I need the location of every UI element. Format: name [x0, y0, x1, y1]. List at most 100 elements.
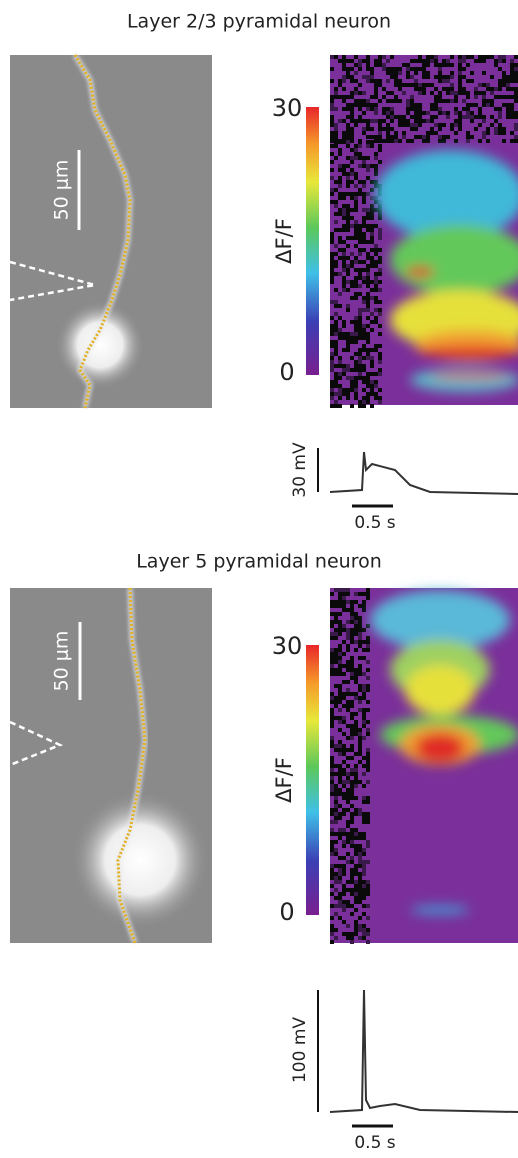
heatmap-noise	[350, 716, 354, 720]
heatmap-noise	[350, 168, 354, 172]
heatmap-noise	[366, 356, 370, 360]
heatmap-noise	[350, 768, 354, 772]
heatmap-noise	[370, 260, 374, 264]
heatmap-noise	[370, 180, 374, 184]
heatmap-noise	[474, 95, 478, 99]
heatmap-noise	[346, 376, 350, 380]
heatmap-noise	[334, 400, 338, 404]
heatmap-noise	[366, 940, 370, 944]
heatmap-noise	[474, 127, 478, 131]
heatmap-noise	[394, 75, 398, 79]
heatmap-noise	[474, 91, 478, 95]
heatmap-noise	[422, 87, 426, 91]
heatmap-noise	[350, 672, 354, 676]
heatmap-noise	[366, 660, 370, 664]
heatmap-noise	[490, 55, 494, 59]
heatmap-noise	[350, 636, 354, 640]
heatmap-noise	[338, 328, 342, 332]
voltage-scale-label: 100 mV	[290, 1017, 310, 1083]
heatmap-noise	[438, 111, 442, 115]
heatmap-noise	[442, 111, 446, 115]
heatmap-noise	[342, 87, 346, 91]
heatmap-noise	[342, 119, 346, 123]
heatmap-noise	[338, 592, 342, 596]
heatmap-noise	[362, 860, 366, 864]
heatmap-noise	[330, 160, 334, 164]
heatmap-noise	[350, 756, 354, 760]
heatmap-noise	[442, 135, 446, 139]
heatmap-noise	[466, 139, 470, 143]
heatmap-noise	[338, 620, 342, 624]
heatmap-noise	[390, 91, 394, 95]
heatmap-noise	[362, 868, 366, 872]
heatmap-noise	[346, 192, 350, 196]
heatmap-noise	[394, 135, 398, 139]
heatmap-noise	[370, 348, 374, 352]
heatmap-noise	[466, 115, 470, 119]
heatmap-noise	[350, 180, 354, 184]
heatmap-noise	[350, 736, 354, 740]
heatmap-noise	[462, 91, 466, 95]
heatmap-noise	[342, 364, 346, 368]
heatmap-noise	[362, 180, 366, 184]
heatmap-noise	[330, 99, 334, 103]
heatmap-noise	[358, 140, 362, 144]
heatmap-noise	[414, 135, 418, 139]
heatmap-noise	[354, 268, 358, 272]
heatmap-noise	[362, 240, 366, 244]
heatmap-noise	[442, 75, 446, 79]
heatmap-noise	[366, 59, 370, 63]
heatmap-noise	[334, 272, 338, 276]
heatmap-noise	[334, 376, 338, 380]
heatmap-noise	[342, 752, 346, 756]
heatmap-noise	[470, 119, 474, 123]
heatmap-noise	[486, 55, 490, 59]
heatmap-noise	[362, 232, 366, 236]
heatmap-noise	[342, 107, 346, 111]
heatmap-noise	[498, 67, 502, 71]
heatmap-noise	[338, 208, 342, 212]
heatmap-noise	[482, 71, 486, 75]
heatmap-noise	[358, 107, 362, 111]
heatmap-noise	[350, 111, 354, 115]
heatmap-noise	[334, 820, 338, 824]
heatmap-noise	[514, 87, 518, 91]
heatmap-noise	[358, 91, 362, 95]
heatmap-noise	[354, 360, 358, 364]
heatmap-noise	[362, 672, 366, 676]
heatmap-noise	[338, 83, 342, 87]
heatmap-noise	[354, 900, 358, 904]
heatmap-noise	[354, 884, 358, 888]
heatmap-noise	[350, 792, 354, 796]
heatmap-noise	[338, 660, 342, 664]
heatmap-noise	[330, 844, 334, 848]
heatmap-noise	[386, 139, 390, 143]
heatmap-noise	[330, 396, 334, 400]
time-scale-label: 0.5 s	[354, 1133, 395, 1153]
heatmap-noise	[350, 828, 354, 832]
heatmap-noise	[350, 640, 354, 644]
heatmap-noise	[350, 224, 354, 228]
heatmap-noise	[362, 368, 366, 372]
heatmap-noise	[498, 59, 502, 63]
heatmap-noise	[362, 164, 366, 168]
heatmap-noise	[374, 272, 378, 276]
heatmap-noise	[482, 83, 486, 87]
heatmap-noise	[434, 99, 438, 103]
heatmap-noise	[334, 816, 338, 820]
heatmap-noise	[366, 240, 370, 244]
heatmap-noise	[330, 328, 334, 332]
heatmap-noise	[350, 876, 354, 880]
heatmap-noise	[374, 156, 378, 160]
heatmap-noise	[350, 139, 354, 143]
heatmap-noise	[354, 91, 358, 95]
heatmap-noise	[486, 83, 490, 87]
heatmap-noise	[358, 228, 362, 232]
heatmap-noise	[362, 220, 366, 224]
heatmap-noise	[458, 79, 462, 83]
heatmap-noise	[354, 208, 358, 212]
heatmap-noise	[446, 63, 450, 67]
heatmap-noise	[470, 71, 474, 75]
heatmap-noise	[342, 680, 346, 684]
heatmap-noise	[354, 332, 358, 336]
